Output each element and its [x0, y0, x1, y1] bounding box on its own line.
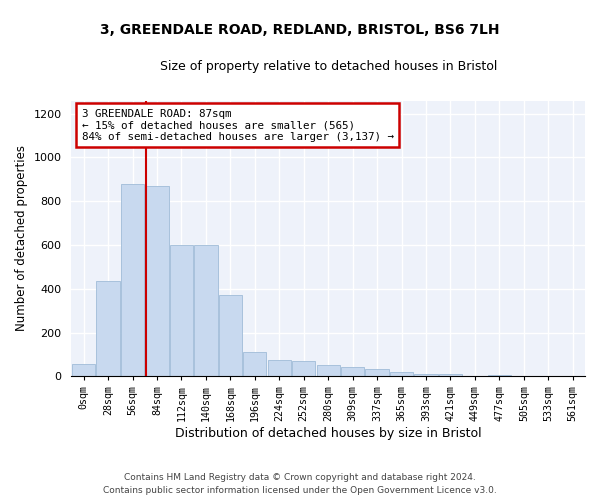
- Bar: [72, 364, 95, 376]
- Text: Contains HM Land Registry data © Crown copyright and database right 2024.
Contai: Contains HM Land Registry data © Crown c…: [103, 474, 497, 495]
- Title: Size of property relative to detached houses in Bristol: Size of property relative to detached ho…: [160, 60, 497, 73]
- X-axis label: Distribution of detached houses by size in Bristol: Distribution of detached houses by size …: [175, 427, 482, 440]
- Bar: [365, 369, 389, 376]
- Bar: [292, 361, 316, 376]
- Text: 3 GREENDALE ROAD: 87sqm
← 15% of detached houses are smaller (565)
84% of semi-d: 3 GREENDALE ROAD: 87sqm ← 15% of detache…: [82, 109, 394, 142]
- Bar: [390, 372, 413, 376]
- Bar: [97, 281, 120, 376]
- Y-axis label: Number of detached properties: Number of detached properties: [15, 146, 28, 332]
- Text: 3, GREENDALE ROAD, REDLAND, BRISTOL, BS6 7LH: 3, GREENDALE ROAD, REDLAND, BRISTOL, BS6…: [100, 22, 500, 36]
- Bar: [268, 360, 291, 376]
- Bar: [145, 186, 169, 376]
- Bar: [317, 366, 340, 376]
- Bar: [415, 374, 437, 376]
- Bar: [243, 352, 266, 376]
- Bar: [121, 184, 144, 376]
- Bar: [341, 366, 364, 376]
- Bar: [170, 245, 193, 376]
- Bar: [194, 245, 218, 376]
- Bar: [219, 296, 242, 376]
- Bar: [439, 374, 462, 376]
